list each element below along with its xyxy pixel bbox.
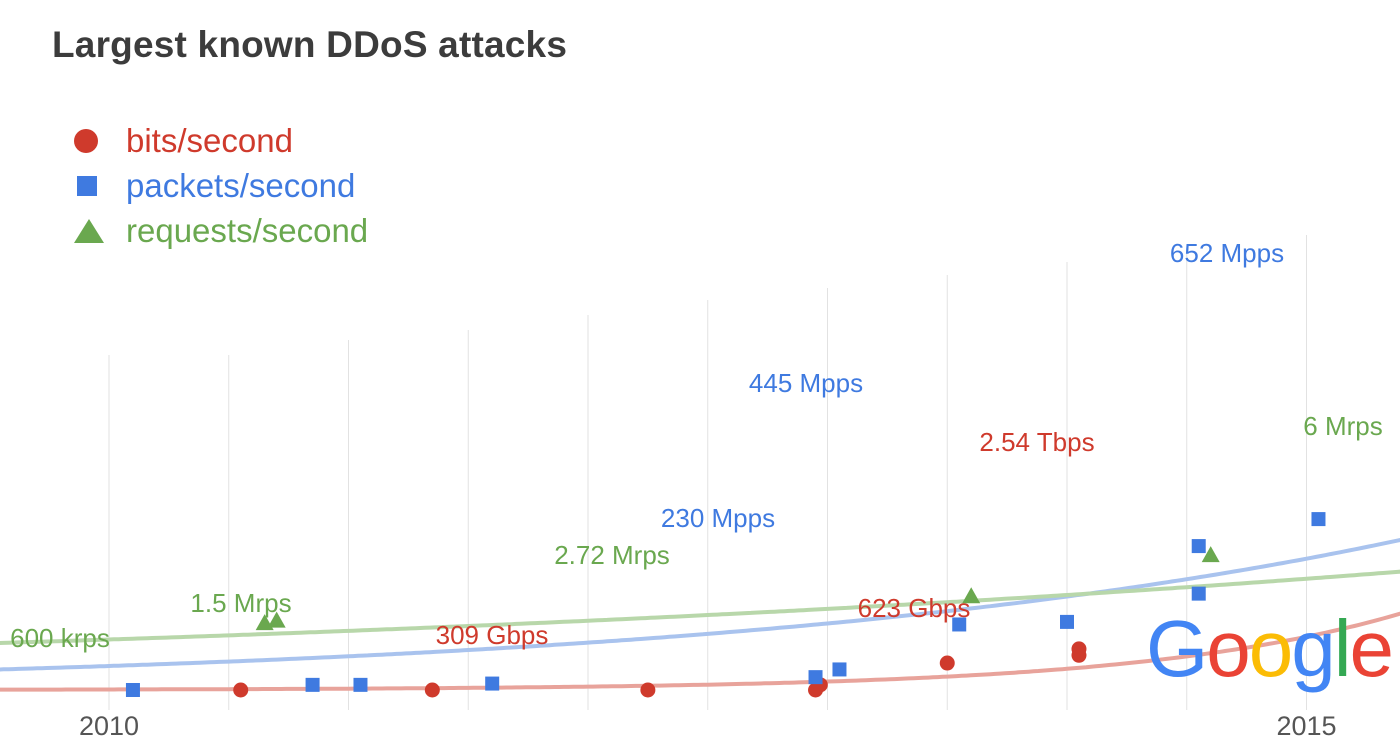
- x-axis-ticks: 201020152020: [79, 711, 1337, 741]
- circle-data-point: [640, 682, 656, 698]
- triangle-data-point: [1201, 546, 1220, 563]
- google-logo: Google: [1146, 604, 1394, 693]
- circle-data-point: [1071, 641, 1087, 657]
- square-data-point: [1191, 586, 1206, 601]
- square-data-point: [808, 670, 823, 685]
- data-label: 2.54 Tbps: [979, 427, 1094, 457]
- square-data-point: [1191, 539, 1206, 554]
- trend-lines: [0, 537, 1400, 692]
- data-label: 1.5 Mrps: [190, 588, 291, 618]
- circle-data-point: [424, 682, 440, 698]
- trend-line-bits-second: [0, 611, 1400, 692]
- legend-label-packets: packets/second: [126, 166, 356, 204]
- gridlines: [108, 235, 1307, 710]
- square-data-point: [353, 677, 368, 692]
- triangle-data-point: [962, 587, 981, 604]
- data-label: 445 Mpps: [749, 368, 863, 398]
- x-tick-label: 2010: [79, 711, 139, 741]
- legend-label-requests: requests/second: [126, 211, 369, 249]
- data-label: 6 Mrps: [1303, 411, 1382, 441]
- triangle-data-point: [267, 611, 286, 628]
- legend-item-packets: packets/second: [74, 163, 368, 208]
- data-label: 623 Gbps: [858, 593, 971, 623]
- square-data-point: [832, 662, 847, 677]
- legend-label-bits: bits/second: [126, 121, 293, 159]
- data-label: 309 Gbps: [436, 620, 549, 650]
- circle-marker-icon: [74, 126, 114, 156]
- square-data-point: [485, 676, 500, 691]
- circle-data-point: [233, 682, 249, 698]
- x-tick-label: 2015: [1276, 711, 1336, 741]
- trend-line-requests-second: [0, 569, 1400, 645]
- square-data-point: [952, 617, 967, 632]
- legend-item-requests: requests/second: [74, 208, 368, 253]
- data-label: 230 Mpps: [661, 503, 775, 533]
- square-data-point: [1311, 512, 1326, 527]
- circle-data-point: [939, 655, 955, 671]
- data-label: 600 krps: [10, 623, 110, 653]
- trend-line-packets-second: [0, 537, 1400, 672]
- square-marker-icon: [74, 171, 114, 201]
- chart-title: Largest known DDoS attacks: [52, 24, 568, 65]
- square-data-point: [1060, 614, 1074, 629]
- square-data-point: [305, 677, 320, 692]
- triangle-marker-icon: [74, 216, 114, 246]
- data-label: 652 Mpps: [1170, 238, 1284, 268]
- data-labels: 309 Gbps 623 Gbps 2.54 Tbps 230 Mpps 445 Mpp…: [10, 238, 1383, 653]
- legend-item-bits: bits/second: [74, 118, 368, 163]
- square-data-point: [125, 683, 140, 697]
- data-label: 2.72 Mrps: [554, 540, 670, 570]
- data-points: [125, 512, 1326, 698]
- legend: bits/second packets/second requests/seco…: [74, 118, 368, 253]
